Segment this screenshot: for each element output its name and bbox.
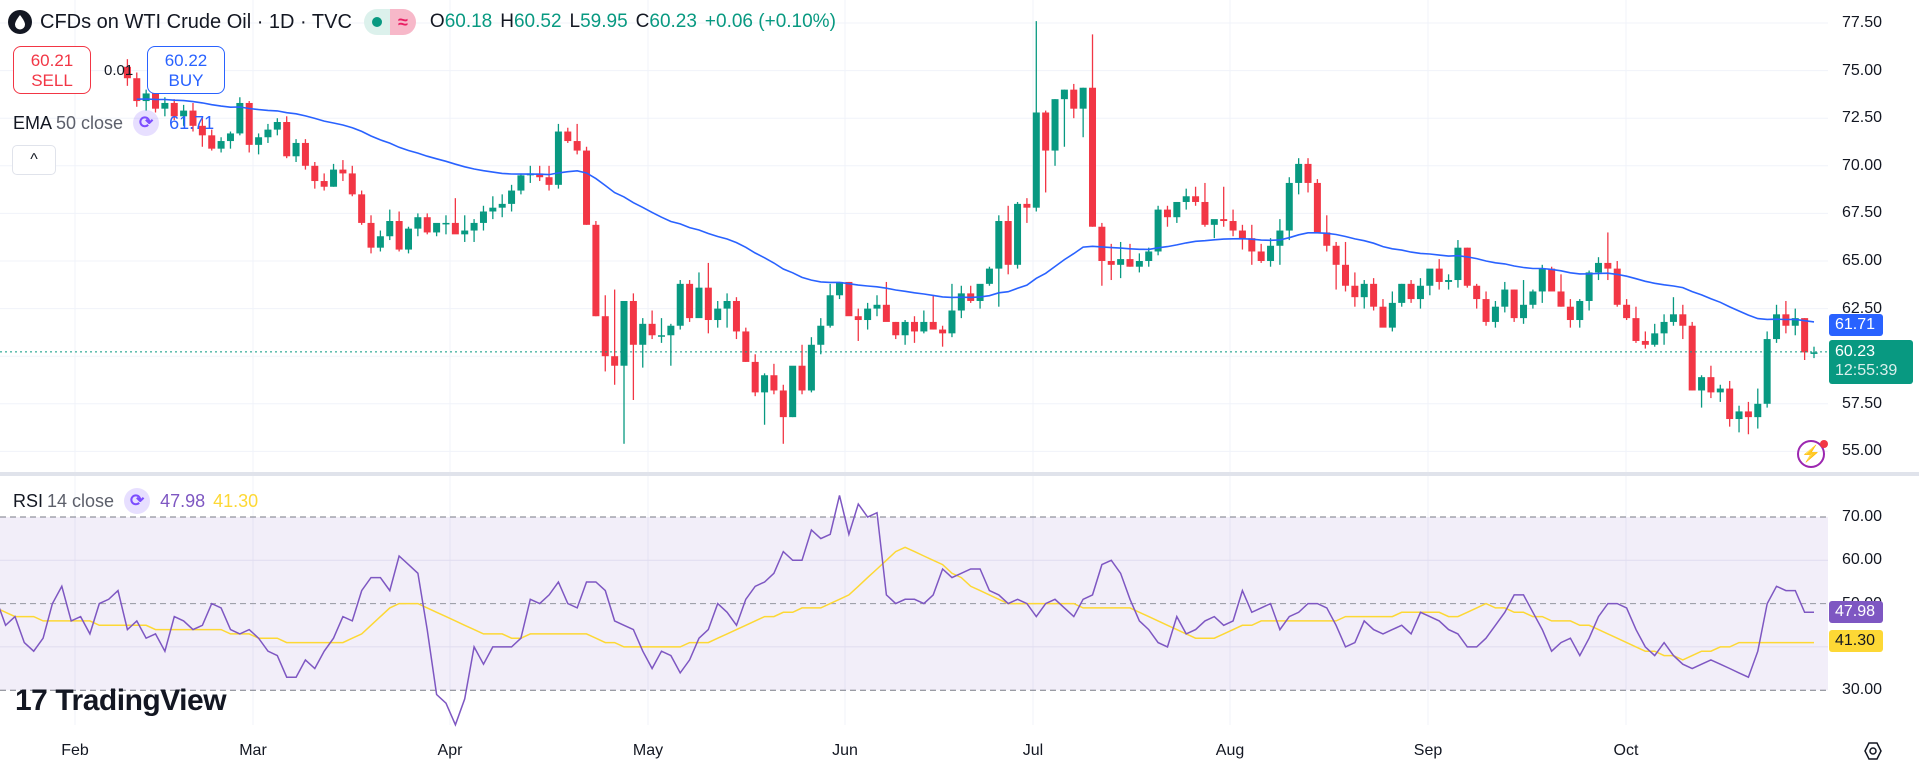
open-value: 60.18	[444, 11, 493, 32]
sell-label: SELL	[31, 71, 73, 90]
time-tick-label: Jun	[832, 742, 858, 759]
sell-button[interactable]: 60.21 SELL	[13, 46, 91, 94]
rsi-ma-tag: 41.30	[1829, 630, 1883, 652]
buy-button[interactable]: 60.22 BUY	[147, 46, 225, 94]
rsi-ma-value: 41.30	[213, 490, 259, 511]
price-tick-label: 57.50	[1842, 394, 1883, 412]
notification-dot	[1820, 440, 1828, 448]
time-tick-label: Jul	[1022, 742, 1044, 759]
price-tick-label: 75.00	[1842, 61, 1883, 79]
collapse-legend-button[interactable]: ^	[12, 145, 56, 175]
settings-gear-icon[interactable]	[1862, 740, 1884, 762]
rsi-tick-label: 70.00	[1842, 508, 1883, 525]
time-tick-label: May	[632, 742, 664, 759]
rsi-params: 14 close	[47, 490, 115, 511]
market-status-pill[interactable]: ≈	[363, 9, 416, 35]
sell-price: 60.21	[30, 51, 74, 70]
approx-equal-icon: ≈	[389, 9, 416, 35]
ohlc-values: O60.18 H60.52 L59.95 C60.23 +0.06 (+0.10…	[430, 11, 836, 33]
high-value: 60.52	[513, 11, 562, 32]
close-label: C	[635, 11, 650, 32]
buy-price: 60.22	[164, 51, 208, 70]
last-price-tag: 60.23 12:55:39	[1829, 340, 1913, 384]
logo-text: TradingView	[55, 684, 227, 717]
ema-price-tag: 61.71	[1829, 314, 1883, 336]
time-tick-label: Mar	[239, 742, 267, 759]
refresh-icon[interactable]: ⟳	[133, 110, 160, 136]
price-tick-label: 55.00	[1842, 442, 1883, 460]
price-tick-label: 65.00	[1842, 252, 1883, 269]
time-tick-label: Feb	[61, 742, 89, 759]
rsi-tick-label: 60.00	[1842, 551, 1883, 569]
close-value: 60.23	[649, 11, 697, 32]
price-tick-label: 67.50	[1842, 204, 1883, 222]
price-tick-label: 62.50	[1842, 299, 1883, 317]
lightning-icon[interactable]: ⚡	[1797, 440, 1825, 468]
price-tick-label: 70.00	[1842, 156, 1883, 174]
bar-countdown: 12:55:39	[1835, 362, 1898, 379]
price-tick-label: 72.50	[1842, 109, 1883, 127]
tradingview-logo[interactable]: 17 TradingView	[15, 684, 227, 718]
spread-value: 0.01	[104, 62, 134, 79]
open-label: O	[429, 11, 445, 32]
market-open-dot-icon	[371, 17, 382, 27]
high-label: H	[500, 11, 514, 32]
rsi-value: 47.98	[160, 490, 206, 511]
low-value: 59.95	[580, 11, 628, 32]
last-price: 60.23	[1835, 343, 1876, 360]
low-label: L	[569, 11, 581, 32]
ema-params: 50 close	[56, 112, 124, 133]
time-tick-label: Oct	[1613, 742, 1639, 759]
chart-header: CFDs on WTI Crude Oil · 1D · TVC ≈ O60.1…	[8, 6, 836, 38]
chevron-up-icon: ^	[30, 151, 38, 168]
ema-value: 61.71	[169, 112, 215, 133]
symbol-title[interactable]: CFDs on WTI Crude Oil · 1D · TVC	[40, 10, 352, 33]
time-tick-label: Apr	[437, 742, 463, 759]
buy-label: BUY	[168, 71, 204, 90]
refresh-icon[interactable]: ⟳	[124, 488, 151, 514]
change-value: +0.06 (+0.10%)	[704, 11, 836, 32]
tv-logo-icon: 17	[15, 684, 48, 717]
rsi-legend[interactable]: RSI 14 close ⟳ 47.98 41.30	[13, 488, 258, 514]
time-tick-label: Aug	[1215, 742, 1245, 759]
rsi-name: RSI	[13, 490, 44, 511]
price-tick-label: 77.50	[1842, 14, 1883, 31]
rsi-tick-label: 30.00	[1842, 681, 1883, 699]
time-tick-label: Sep	[1413, 742, 1443, 759]
ema-legend[interactable]: EMA 50 close ⟳ 61.71	[13, 110, 214, 136]
rsi-value-tag: 47.98	[1829, 601, 1883, 623]
ema-name: EMA	[13, 112, 53, 133]
oil-drop-icon	[8, 10, 32, 34]
